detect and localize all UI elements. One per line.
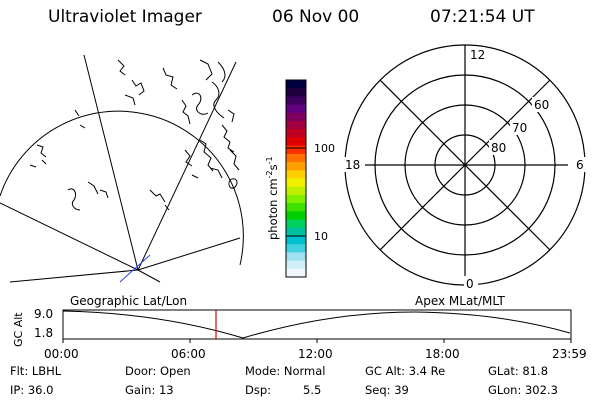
time-label: 07:21:54 UT (430, 7, 535, 27)
color-bar-label-10: 10 (314, 230, 328, 243)
gc-alt-value: GC Alt: 3.4 Re (365, 364, 446, 378)
glon-value: GLon: 302.3 (488, 383, 558, 397)
color-bar-band (286, 194, 306, 204)
altitude-curve (62, 310, 571, 339)
timeline-ylabel: GC Alt (12, 312, 25, 347)
geographic-map (0, 54, 244, 283)
color-bar-band (286, 96, 306, 106)
color-bar-band (286, 227, 306, 237)
timeline-tick-0000: 00:00 (44, 347, 79, 361)
timeline-ymax: 9.0 (34, 307, 54, 321)
gain-value: Gain: 13 (125, 383, 174, 397)
timeline-tick-2359: 23:59 (552, 347, 587, 361)
color-bar-band (286, 121, 306, 130)
color-bar-band (286, 203, 306, 212)
polar-label-18: 18 (345, 158, 360, 172)
color-bar-band (286, 104, 306, 114)
timeline-ymin: 1.8 (34, 326, 54, 340)
color-bar-band (286, 112, 306, 122)
color-bar-band (286, 88, 306, 97)
color-bar-band (286, 186, 306, 196)
color-bar-band (286, 170, 306, 179)
polar-label-0: 0 (466, 277, 474, 291)
color-bar-band (286, 211, 306, 221)
color-bar-band (286, 153, 306, 163)
geographic-label: Geographic Lat/Lon (70, 294, 188, 308)
polar-ring-label-80: 80 (491, 141, 506, 155)
color-bar-band (286, 268, 306, 278)
color-bar-band (286, 219, 306, 229)
color-bar-band (286, 137, 306, 147)
color-bar-band (286, 80, 306, 89)
color-bar-unit: photon cm-2s-1 (265, 156, 280, 240)
door-value: Door: Open (125, 364, 191, 378)
polar-ring-label-60: 60 (534, 98, 549, 112)
color-bar-band (286, 244, 306, 253)
timeline-tick-1800: 18:00 (425, 347, 460, 361)
app-title: Ultraviolet Imager (48, 7, 202, 27)
color-bar-band (286, 235, 306, 245)
polar-ring-label-70: 70 (512, 121, 527, 135)
dsp-value: 5.5 (303, 383, 322, 397)
color-bar-band (286, 178, 306, 188)
glat-value: GLat: 81.8 (488, 364, 549, 378)
color-bar (286, 80, 306, 278)
color-bar-frame (285, 79, 307, 278)
color-bar-band (286, 162, 306, 171)
color-bar-band (286, 129, 306, 138)
filter-value: Flt: LBHL (10, 364, 62, 378)
polar-plot (344, 44, 586, 286)
ip-value: IP: 36.0 (10, 383, 54, 397)
apex-label: Apex MLat/MLT (415, 294, 505, 308)
polar-label-12: 12 (470, 48, 485, 62)
dsp-label: Dsp: (245, 383, 272, 397)
date-label: 06 Nov 00 (272, 7, 360, 27)
seq-value: Seq: 39 (365, 383, 409, 397)
timeline-plot (62, 309, 572, 343)
color-bar-band (286, 145, 306, 155)
mode-value: Mode: Normal (245, 364, 326, 378)
timeline-tick-0600: 06:00 (171, 347, 206, 361)
color-bar-label-100: 100 (314, 142, 335, 155)
color-bar-band (286, 260, 306, 270)
timeline-tick-1200: 12:00 (298, 347, 333, 361)
color-bar-band (286, 252, 306, 262)
polar-label-6: 6 (576, 158, 584, 172)
